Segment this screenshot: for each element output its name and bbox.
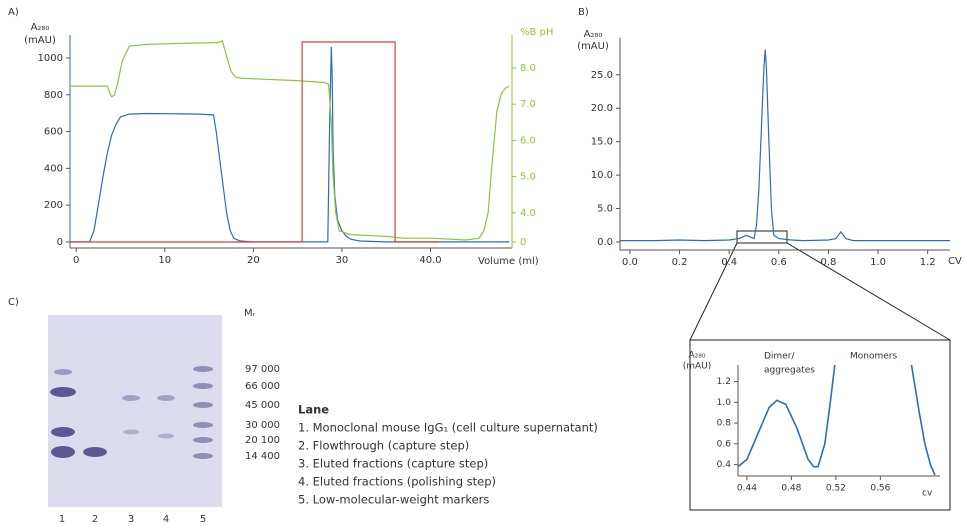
x-tick-label: 0.48	[781, 484, 801, 494]
data-line	[70, 46, 510, 243]
panel-label: C)	[8, 297, 19, 308]
y2-tick-label: 5.0	[520, 172, 536, 183]
x-tick-label: 0.2	[672, 257, 688, 268]
y-tick-label: 400	[44, 163, 63, 174]
data-line	[70, 41, 440, 243]
y-tick-label: 0.6	[717, 439, 732, 449]
x-tick-label: 0.56	[870, 484, 890, 494]
y-tick-label: 25.0	[591, 70, 613, 81]
y-tick-label: 800	[44, 90, 63, 101]
y-tick-label: 200	[44, 200, 63, 211]
x-axis-label: CV	[948, 256, 962, 267]
lane-legend-item: 5. Low-molecular-weight markers	[298, 493, 489, 507]
y-axis-label: A₂₈₀	[689, 351, 706, 361]
x-tick-label: 0.8	[820, 257, 836, 268]
data-line	[70, 39, 510, 241]
panel-label: A)	[8, 7, 19, 18]
y-axis-label: (mAU)	[24, 35, 56, 46]
y-tick-label: 20.0	[591, 103, 613, 114]
lane-legend-item: 1. Monoclonal mouse IgG₁ (cell culture s…	[298, 421, 598, 435]
y-tick-label: 0.0	[597, 237, 613, 248]
y2-tick-label: 4.0	[520, 208, 536, 219]
y-tick-label: 1.0	[717, 398, 732, 408]
mr-label: 66 000	[245, 381, 280, 392]
annotation: aggregates	[764, 366, 815, 376]
annotation: Dimer/	[764, 352, 795, 362]
x-axis-label: cv	[922, 489, 933, 499]
lane-legend-item: 3. Eluted fractions (capture step)	[298, 457, 488, 471]
y-tick-label: 1000	[38, 53, 63, 64]
lane-number: 5	[200, 514, 206, 525]
x-tick-label: 0.4	[721, 257, 737, 268]
y-axis-label: (mAU)	[683, 362, 712, 372]
lane-legend-item: 4. Eluted fractions (polishing step)	[298, 475, 496, 489]
x-tick-label: 20	[247, 255, 260, 266]
y2-tick-label: 7.0	[520, 99, 536, 110]
gel-image	[48, 315, 222, 507]
x-tick-label: 30	[336, 255, 349, 266]
y2-tick-label: 8.0	[520, 63, 536, 74]
x-tick-label: 0.52	[826, 484, 846, 494]
y-tick-label: 10.0	[591, 170, 613, 181]
y2-axis-label: %B pH	[520, 27, 553, 38]
y2-tick-label: 0	[520, 237, 526, 248]
x-tick-label: 1.0	[870, 257, 886, 268]
lane-legend-item: 2. Flowthrough (capture step)	[298, 439, 469, 453]
y-tick-label: 15.0	[591, 137, 613, 148]
mr-title: Mᵣ	[244, 308, 256, 319]
annotation: Monomers	[850, 352, 897, 362]
x-axis-label: Volume (ml)	[478, 256, 539, 267]
x-tick-label: 10	[158, 255, 171, 266]
data-line	[620, 49, 950, 242]
mr-label: 14 400	[245, 451, 280, 462]
inset-frame	[689, 339, 951, 511]
data-line	[737, 364, 936, 476]
y-axis-label: A₂₈₀	[584, 29, 603, 40]
lane-legend-title: Lane	[298, 403, 329, 417]
mr-label: 97 000	[245, 364, 280, 375]
lane-number: 2	[92, 514, 98, 525]
zoom-line	[689, 242, 738, 341]
y-tick-label: 1.2	[717, 377, 731, 387]
lane-number: 1	[59, 514, 65, 525]
y-tick-label: 5.0	[597, 204, 613, 215]
y2-tick-label: 6.0	[520, 135, 536, 146]
lane-number: 3	[128, 514, 134, 525]
mr-label: 45 000	[245, 400, 280, 411]
lane-number: 4	[163, 514, 169, 525]
y-tick-label: 600	[44, 127, 63, 138]
zoom-box	[736, 230, 788, 244]
y-tick-label: 0.8	[717, 419, 732, 429]
panel-label: B)	[578, 7, 589, 18]
y-tick-label: 0.4	[717, 460, 732, 470]
y-axis-label: (mAU)	[577, 41, 609, 52]
x-tick-label: 40.0	[419, 255, 441, 266]
mr-label: 20 100	[245, 435, 280, 446]
y-tick-label: 0	[57, 237, 63, 248]
y-axis-label: A₂₈₀	[31, 22, 50, 33]
x-tick-label: 0	[73, 255, 79, 266]
zoom-line	[786, 242, 951, 341]
mr-label: 30 000	[245, 420, 280, 431]
x-tick-label: 0.6	[771, 257, 787, 268]
x-tick-label: 1.2	[920, 257, 936, 268]
x-tick-label: 0.0	[622, 257, 638, 268]
x-tick-label: 0.44	[737, 484, 757, 494]
